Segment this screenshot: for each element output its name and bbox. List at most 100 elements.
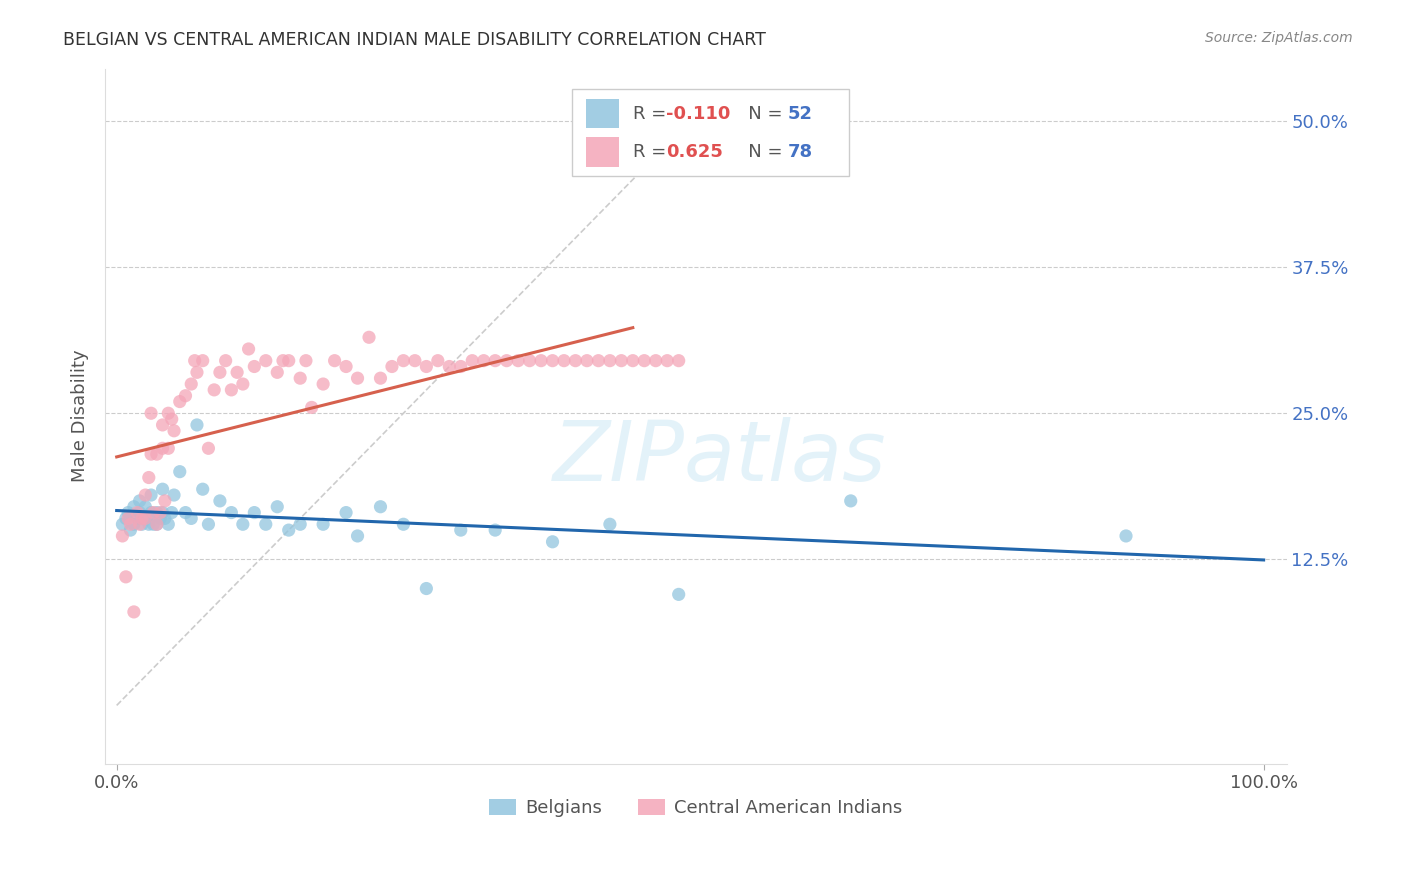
Point (115, 511, 138, 525)
Point (508, 353, 530, 368)
Point (180, 511, 202, 525)
Point (183, 353, 205, 368)
Point (134, 511, 156, 525)
Point (530, 353, 553, 368)
Legend: Belgians, Central American Indians: Belgians, Central American Indians (482, 791, 910, 824)
Text: 0.625: 0.625 (666, 143, 723, 161)
Text: 52: 52 (787, 104, 813, 123)
Point (346, 529, 368, 543)
Point (1115, 529, 1137, 543)
Point (197, 517, 219, 532)
Point (266, 365, 288, 379)
Bar (586, 99, 619, 128)
Point (117, 506, 139, 520)
Point (254, 517, 277, 532)
Point (633, 353, 655, 368)
Point (180, 377, 202, 392)
Text: BELGIAN VS CENTRAL AMERICAN INDIAN MALE DISABILITY CORRELATION CHART: BELGIAN VS CENTRAL AMERICAN INDIAN MALE … (63, 31, 766, 49)
Point (134, 511, 156, 525)
Point (238, 342, 260, 356)
Point (138, 470, 160, 484)
Point (232, 377, 254, 392)
Point (157, 442, 180, 456)
Point (146, 517, 169, 532)
Point (152, 417, 174, 432)
Point (149, 511, 172, 525)
Point (111, 529, 134, 543)
Point (186, 417, 208, 432)
Point (484, 523, 506, 537)
Point (174, 506, 197, 520)
Point (541, 534, 564, 549)
Point (392, 353, 415, 368)
Point (139, 488, 162, 502)
Point (214, 353, 236, 368)
Bar (586, 137, 619, 167)
Point (243, 506, 266, 520)
Point (472, 353, 495, 368)
Point (564, 353, 586, 368)
Point (575, 353, 598, 368)
Point (588, 353, 610, 368)
Point (191, 482, 214, 496)
Point (290, 371, 312, 385)
Point (226, 365, 249, 379)
Point (153, 494, 176, 508)
Text: Source: ZipAtlas.com: Source: ZipAtlas.com (1205, 31, 1353, 45)
Point (312, 517, 335, 532)
Point (128, 494, 150, 508)
Point (426, 353, 449, 368)
Point (174, 389, 197, 403)
Point (202, 383, 225, 397)
Point (134, 500, 156, 514)
Point (131, 511, 153, 525)
Point (186, 365, 208, 379)
Point (208, 494, 231, 508)
Point (191, 353, 214, 368)
Point (134, 488, 156, 502)
Point (266, 500, 288, 514)
Point (335, 359, 357, 374)
Point (221, 506, 243, 520)
Point (839, 494, 862, 508)
Point (277, 353, 299, 368)
Point (157, 406, 180, 420)
Point (142, 517, 165, 532)
Point (519, 353, 541, 368)
Point (312, 377, 335, 392)
Point (115, 570, 138, 584)
Point (668, 587, 690, 601)
Point (404, 353, 426, 368)
Point (243, 359, 266, 374)
Point (160, 506, 183, 520)
Point (450, 523, 472, 537)
Point (128, 506, 150, 520)
Point (370, 500, 392, 514)
Point (139, 447, 162, 461)
Point (163, 488, 186, 502)
Point (122, 517, 145, 532)
Point (439, 359, 461, 374)
Point (117, 511, 139, 525)
Point (221, 383, 243, 397)
Point (111, 517, 134, 532)
Point (644, 353, 666, 368)
Point (169, 465, 191, 479)
Point (127, 511, 149, 525)
Point (146, 506, 169, 520)
Point (127, 506, 149, 520)
Point (335, 506, 357, 520)
Point (157, 517, 180, 532)
Point (146, 517, 169, 532)
Text: 78: 78 (787, 143, 813, 161)
Point (120, 523, 142, 537)
Text: ZIPatlas: ZIPatlas (553, 417, 886, 499)
Point (541, 353, 564, 368)
Point (495, 353, 517, 368)
Point (370, 371, 392, 385)
Point (152, 482, 174, 496)
Point (599, 353, 621, 368)
Point (120, 517, 142, 532)
Point (599, 517, 621, 532)
Point (128, 517, 150, 532)
